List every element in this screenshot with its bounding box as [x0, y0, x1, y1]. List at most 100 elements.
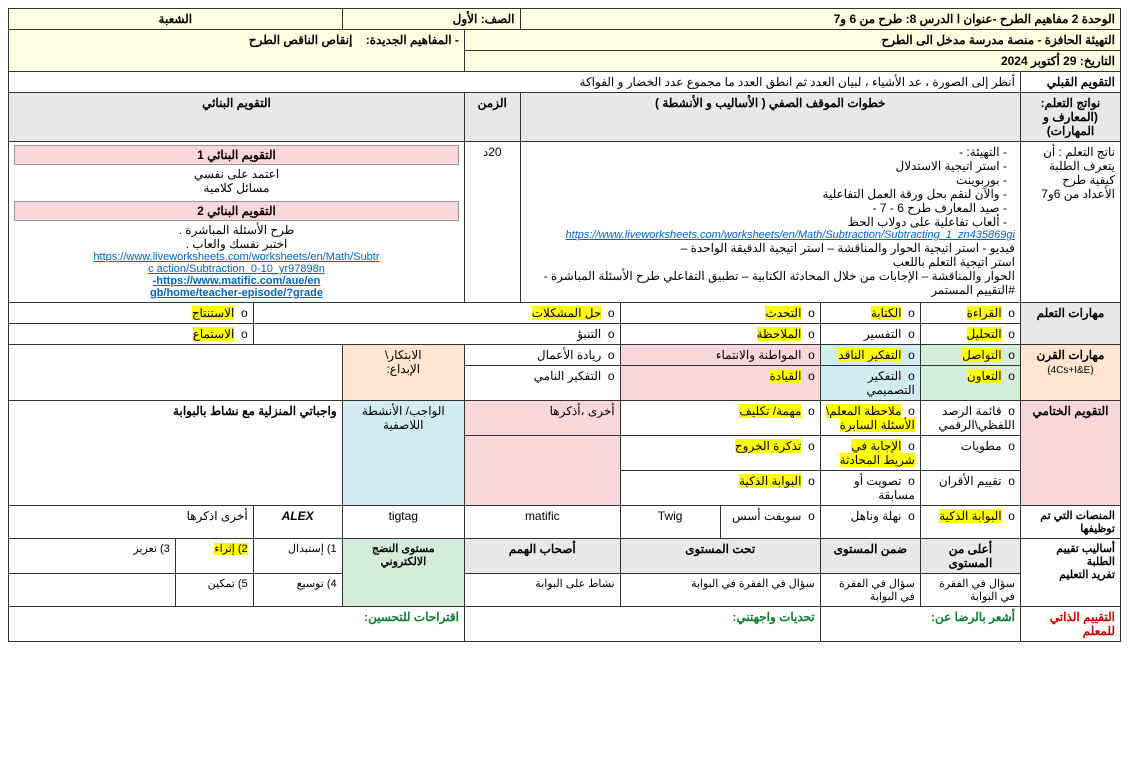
diff-m5: 5) تمكين: [175, 574, 253, 607]
final-c1: o مهمة/ تكليف: [620, 401, 820, 436]
self-a: أشعر بالرضا عن:: [820, 607, 1020, 642]
unit-title: الوحدة 2 مفاهيم الطرح -عنوان ا الدرس 8: …: [520, 9, 1120, 30]
step-l1: التهيئة: -: [526, 145, 1007, 159]
century-c3: o المواطنة والانتماء: [620, 345, 820, 366]
skill-s6: o التحليل: [920, 324, 1020, 345]
concepts-value: إنقاص الناقص الطرح: [249, 33, 352, 47]
maturity-label: مستوى النضج الالكتروني: [342, 539, 464, 607]
date-label: التاريخ:: [1080, 54, 1115, 68]
diff-label: أساليب تقييم الطلبةتفريد التعليم: [1020, 539, 1120, 607]
final-label: التقويم الختامي: [1020, 401, 1120, 506]
diff-m2: 2) إثراء: [175, 539, 253, 574]
final-d-blank: [464, 436, 620, 506]
col-time: الزمن: [464, 93, 520, 142]
grade-label: الصف:: [481, 12, 515, 26]
final-b3: o تصويت أو مسابقة: [820, 471, 920, 506]
formative-t1a: اعتمد على نفسي: [14, 167, 459, 181]
century-c1: o التواصل: [920, 345, 1020, 366]
plat-p7: ALEX: [253, 506, 342, 539]
diff-c4: أصحاب الهمم: [464, 539, 620, 574]
century-blank: [9, 345, 343, 401]
final-b1: o ملاحظة المعلم\ الأسئلة السابرة: [820, 401, 920, 436]
step-l8: استر اتيجية التعلم باللعب: [526, 255, 1015, 269]
outcomes-cell: ناتج التعلم : أن يتعرف الطلبة كيفية طرح …: [1020, 142, 1120, 303]
plat-p2: o نهلة وناهل: [820, 506, 920, 539]
concepts-label: - المفاهيم الجديدة:: [366, 33, 459, 47]
grade-value: الأول: [453, 12, 478, 26]
skill-s4: o حل المشكلات: [253, 303, 620, 324]
skill-s2: o الكتابة: [820, 303, 920, 324]
final-e1: الواجب/ الأنشطة اللاصفية: [342, 401, 464, 506]
pre-eval-label: التقويم القبلي: [1020, 72, 1120, 93]
century-c9: o التفكير النامي: [464, 366, 620, 401]
skill-s9: o التنبؤ: [253, 324, 620, 345]
self-label: التقييم الذاتي للمعلم: [1020, 607, 1120, 642]
formative-cell: التقويم البنائي 1 اعتمد على نفسي مسائل ك…: [9, 142, 465, 303]
formative-t2: التقويم البنائي 2: [14, 201, 459, 221]
century-c6: o التعاون: [920, 366, 1020, 401]
skills-label: مهارات التعلم: [1020, 303, 1120, 345]
diff-c3: تحت المستوى: [620, 539, 820, 574]
diff-r4: نشاط على البوابة: [464, 574, 620, 607]
col-outcomes: نواتج التعلم: (المعارف و المهارات): [1020, 93, 1120, 142]
step-l2: استر اتيجية الاستدلال: [526, 159, 1007, 173]
date-cell: التاريخ: 29 أكتوبر 2024: [464, 51, 1120, 72]
final-a3: o تقييم الأقران: [920, 471, 1020, 506]
final-a2: o مطويات: [920, 436, 1020, 471]
final-a1: o قائمة الرصد اللفظي\الرقمي: [920, 401, 1020, 436]
outcome-l4: الأعداد من 6و7: [1026, 187, 1115, 201]
outcome-l3: كيفية طرح: [1026, 173, 1115, 187]
formative-t2b: اختبر نفسك والعاب .: [14, 237, 459, 251]
skill-s3: o التحدث: [620, 303, 820, 324]
formative-url2a[interactable]: https://www.liveworksheets.com/worksheet…: [14, 251, 459, 263]
century-label: مهارات القرن (4Cs+I&E): [1020, 345, 1120, 401]
final-e2: واجباتي المنزلية مع نشاط بالبوابة: [9, 401, 343, 506]
century-c4: o ريادة الأعمال: [464, 345, 620, 366]
diff-m4: 4) توسيع: [253, 574, 342, 607]
plat-p6: tigtag: [342, 506, 464, 539]
skill-s10: o الاستماع: [9, 324, 254, 345]
century-c2: o التفكير الناقد: [820, 345, 920, 366]
col-formative: التقويم البنائي: [9, 93, 465, 142]
diff-r2: سؤال في الفقرة في البوابة: [820, 574, 920, 607]
final-c2: o تذكرة الخروج: [620, 436, 820, 471]
concepts: - المفاهيم الجديدة: إنقاص الناقص الطرح: [9, 30, 465, 72]
formative-t1: التقويم البنائي 1: [14, 145, 459, 165]
diff-m3: 3) تعزيز: [9, 539, 176, 574]
final-b2: o الإجابة في شريط المحادثة: [820, 436, 920, 471]
plat-p8: أخرى اذكرها: [9, 506, 254, 539]
diff-c2: ضمن المستوى: [820, 539, 920, 574]
date-value: 29 أكتوبر 2024: [1001, 54, 1077, 68]
outcome-l1: ناتج التعلم : أن: [1026, 145, 1115, 159]
formative-url3a[interactable]: https://www.matific.com/aue/en-: [14, 275, 459, 287]
diff-r3: سؤال في الفقرة في البوابة: [620, 574, 820, 607]
steps-url1[interactable]: https://www.liveworksheets.com/worksheet…: [526, 229, 1015, 241]
diff-blank: [9, 574, 176, 607]
plat-p5: matific: [464, 506, 620, 539]
step-l6: ألعاب تفاعلية على دولاب الحظ: [526, 215, 1007, 229]
pre-eval-text: أنظر إلى الصورة ، عد الأشياء ، لبيان الع…: [9, 72, 1021, 93]
diff-c1: أعلى من المستوى: [920, 539, 1020, 574]
lesson-plan-table: الوحدة 2 مفاهيم الطرح -عنوان ا الدرس 8: …: [8, 8, 1121, 642]
step-l3: بوربوينت: [526, 173, 1007, 187]
formative-t2a: طرح الأسئلة المباشرة .: [14, 223, 459, 237]
platforms-label: المنصات التي تم توظيفها: [1020, 506, 1120, 539]
motive: التهيئة الحافزة - منصة مدرسة مدخل الى ال…: [464, 30, 1120, 51]
skill-s5: o الاستنتاج: [9, 303, 254, 324]
century-c7: o التفكير التصميمي: [820, 366, 920, 401]
grade-cell: الصف: الأول: [342, 9, 520, 30]
skill-s8: o الملاحظة: [620, 324, 820, 345]
skill-s1: o القراءة: [920, 303, 1020, 324]
formative-url3b[interactable]: gb/home/teacher-episode/?grade: [14, 287, 459, 299]
formative-url2b[interactable]: c action/Subtraction_0-10_yr97898n: [14, 263, 459, 275]
diff-r1: سؤال في الفقرة في البوابة: [920, 574, 1020, 607]
steps-cell: التهيئة: - استر اتيجية الاستدلال بوربوين…: [520, 142, 1020, 303]
final-c3: o البوابة الذكية: [620, 471, 820, 506]
skill-s7: o التفسير: [820, 324, 920, 345]
step-l5: صيد المعارف طرح 6 - 7 -: [526, 201, 1007, 215]
plat-p3: o سويفت أسس: [720, 506, 820, 539]
step-l7: فيديو - استر اتيجية الحوار والمناقشة – ا…: [526, 241, 1015, 255]
outcome-l2: يتعرف الطلبة: [1026, 159, 1115, 173]
final-d1: أخرى ،أذكرها: [464, 401, 620, 436]
col-steps: خطوات الموقف الصفي ( الأساليب و الأنشطة …: [520, 93, 1020, 142]
